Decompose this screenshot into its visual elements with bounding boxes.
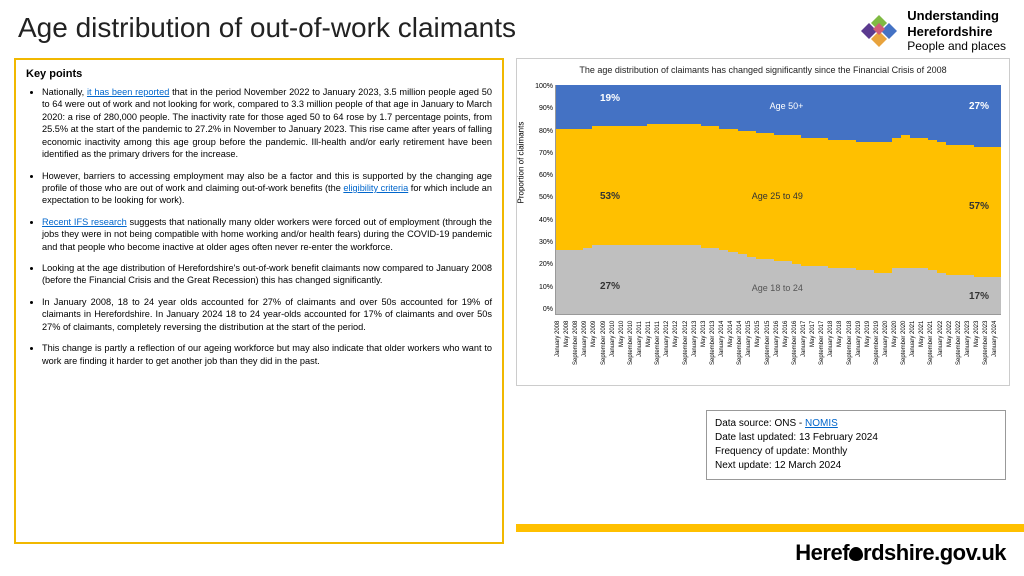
logo-line2: Herefordshire [907, 24, 992, 39]
start-pct-bot: 27% [600, 281, 620, 292]
age-distribution-chart: The age distribution of claimants has ch… [516, 58, 1010, 386]
key-point-item: Recent IFS research suggests that nation… [42, 216, 492, 253]
key-point-item: This change is partly a reflection of ou… [42, 342, 492, 367]
footer-logo: Herefrdshire.gov.uk [795, 540, 1006, 566]
logo-line3: People and places [907, 39, 1006, 53]
key-point-item: However, barriers to accessing employmen… [42, 170, 492, 207]
key-points-heading: Key points [26, 68, 492, 80]
source-link[interactable]: NOMIS [805, 418, 838, 429]
start-pct-mid: 53% [600, 191, 620, 202]
source-frequency: Frequency of update: Monthly [715, 445, 997, 459]
key-points-list: Nationally, it has been reported that in… [26, 86, 492, 367]
inline-link[interactable]: Recent IFS research [42, 217, 127, 227]
data-source-box: Data source: ONS - NOMIS Date last updat… [706, 410, 1006, 480]
herefordshire-logo-icon [859, 11, 899, 51]
series-label-bot: Age 18 to 24 [752, 283, 803, 293]
series-label-top: Age 50+ [770, 101, 804, 111]
source-next: Next update: 12 March 2024 [715, 459, 997, 473]
y-axis: 100%90%80%70%60%50%40%30%20%10%0% [533, 83, 553, 313]
x-axis: January 2008May 2008September 2008Januar… [555, 321, 1001, 377]
end-pct-mid: 57% [969, 201, 989, 212]
logo-line1: Understanding [907, 8, 999, 23]
start-pct-top: 19% [600, 93, 620, 104]
apple-icon [849, 547, 863, 561]
inline-link[interactable]: it has been reported [87, 87, 169, 97]
inline-link[interactable]: eligibility criteria [343, 183, 408, 193]
key-points-panel: Key points Nationally, it has been repor… [14, 58, 504, 544]
end-pct-bot: 17% [969, 291, 989, 302]
y-axis-label: Proportion of claimants [517, 122, 526, 204]
series-label-mid: Age 25 to 49 [752, 191, 803, 201]
source-updated: Date last updated: 13 February 2024 [715, 431, 997, 445]
accent-bar [516, 524, 1024, 532]
end-pct-top: 27% [969, 101, 989, 112]
brand-logo: Understanding Herefordshire People and p… [859, 8, 1006, 54]
key-point-item: Nationally, it has been reported that in… [42, 86, 492, 161]
chart-plot-area: 19% 53% 27% 27% 57% 17% Age 50+ Age 25 t… [555, 85, 1001, 315]
source-prefix: Data source: ONS - [715, 418, 805, 429]
chart-title: The age distribution of claimants has ch… [517, 59, 1009, 81]
key-point-item: Looking at the age distribution of Heref… [42, 262, 492, 287]
key-point-item: In January 2008, 18 to 24 year olds acco… [42, 296, 492, 333]
page-title: Age distribution of out-of-work claimant… [18, 12, 516, 44]
